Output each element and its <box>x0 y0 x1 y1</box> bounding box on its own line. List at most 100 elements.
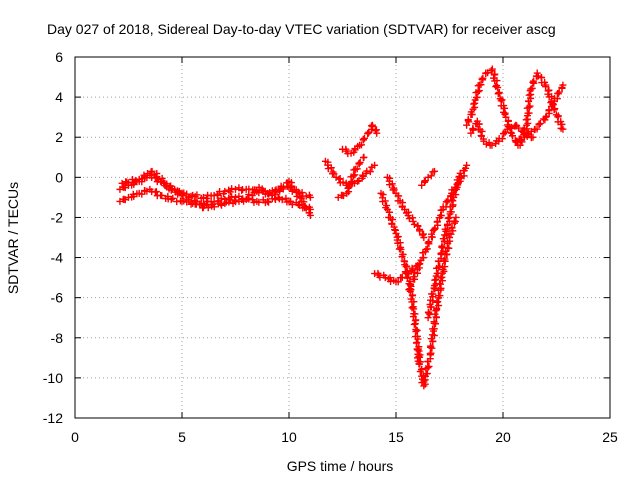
data-point <box>306 205 314 213</box>
data-point <box>364 129 372 137</box>
data-point <box>558 84 566 92</box>
data-point <box>427 342 435 350</box>
data-point <box>479 74 487 82</box>
data-point <box>416 353 424 361</box>
data-point <box>138 190 146 198</box>
data-point <box>424 239 432 247</box>
data-point <box>402 263 410 271</box>
data-point <box>542 83 550 91</box>
y-tick-label: 4 <box>55 89 63 105</box>
data-point <box>349 172 357 180</box>
data-point <box>529 78 537 86</box>
data-point <box>525 91 533 99</box>
data-point <box>431 276 439 284</box>
data-point <box>477 132 485 140</box>
series-12 <box>424 169 465 322</box>
x-tick-label: 15 <box>388 429 404 445</box>
data-point <box>555 88 563 96</box>
data-point <box>488 67 496 75</box>
data-point <box>394 278 402 286</box>
data-point <box>221 199 229 207</box>
data-point <box>118 179 126 187</box>
data-point <box>187 198 195 206</box>
data-point <box>558 120 566 128</box>
data-point <box>360 153 368 161</box>
data-point <box>199 193 207 201</box>
data-point <box>484 69 492 77</box>
data-point <box>427 349 435 357</box>
data-point <box>424 308 432 316</box>
data-point <box>444 214 452 222</box>
data-point <box>265 190 273 198</box>
data-point <box>424 173 432 181</box>
data-point <box>226 188 234 196</box>
data-point <box>274 193 282 201</box>
data-point <box>232 185 239 193</box>
data-point <box>339 178 347 186</box>
x-axis-title: GPS time / hours <box>287 458 394 474</box>
series-7 <box>377 189 424 366</box>
data-point <box>464 116 472 124</box>
series-3 <box>118 167 314 219</box>
data-point <box>366 168 374 176</box>
data-point <box>388 180 396 188</box>
y-tick-label: -12 <box>43 410 63 426</box>
data-point <box>545 86 553 94</box>
plot-frame <box>74 56 611 419</box>
chart-title: Day 027 of 2018, Sidereal Day-to-day VTE… <box>47 21 556 37</box>
data-point <box>416 368 424 376</box>
data-point <box>245 190 253 198</box>
data-point <box>509 132 517 140</box>
data-point <box>225 198 233 206</box>
data-point <box>428 230 436 238</box>
data-point <box>425 362 433 370</box>
data-point <box>381 197 389 205</box>
data-point <box>432 314 440 322</box>
x-tick-label: 20 <box>495 429 511 445</box>
data-point <box>542 113 550 121</box>
data-point <box>357 141 365 149</box>
data-point <box>271 189 279 197</box>
data-point <box>193 191 201 199</box>
data-point <box>525 103 533 111</box>
data-points <box>116 65 567 390</box>
data-point <box>293 192 301 200</box>
data-point <box>529 133 537 141</box>
data-point <box>430 318 438 326</box>
data-point <box>478 75 486 83</box>
data-point <box>264 197 272 205</box>
data-point <box>526 102 534 110</box>
data-point <box>449 197 457 205</box>
data-point <box>210 203 218 211</box>
data-point <box>196 200 204 208</box>
data-point <box>327 164 335 172</box>
data-point <box>353 165 361 173</box>
data-point <box>431 167 439 175</box>
data-point <box>228 193 236 201</box>
data-point <box>491 70 499 78</box>
data-point <box>477 81 485 89</box>
data-point <box>155 175 163 183</box>
x-tick-label: 5 <box>178 429 186 445</box>
x-tick-label: 25 <box>602 429 618 445</box>
data-point <box>261 187 269 195</box>
data-point <box>144 170 152 178</box>
data-point <box>469 125 477 132</box>
data-point <box>279 183 287 191</box>
data-point <box>488 141 496 149</box>
data-point <box>394 233 402 241</box>
data-point <box>410 320 418 328</box>
data-point <box>132 176 140 184</box>
data-point <box>158 192 166 200</box>
data-point <box>494 84 502 92</box>
data-point <box>179 192 187 200</box>
data-point <box>140 173 148 181</box>
y-tick-label: 0 <box>55 169 63 185</box>
data-point <box>355 159 363 167</box>
series-10 <box>405 161 471 294</box>
data-point <box>439 235 447 243</box>
data-point <box>528 84 536 92</box>
data-point <box>498 96 506 104</box>
